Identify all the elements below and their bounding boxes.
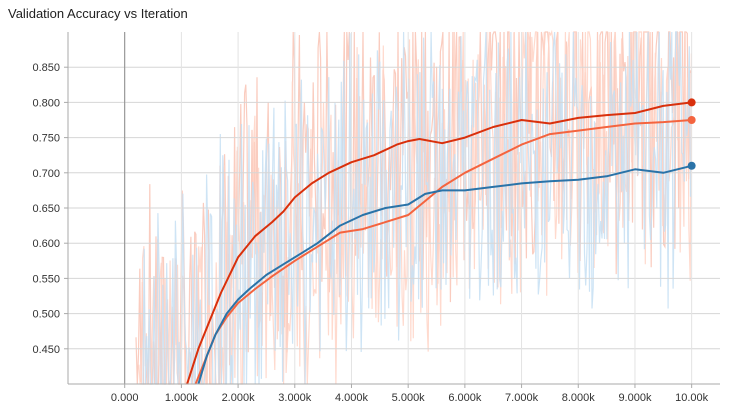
x-tick-label: 6.000k	[448, 392, 482, 404]
y-tick-label: 0.600	[32, 238, 60, 250]
series-end-marker-2	[687, 116, 696, 124]
series-line-1	[186, 101, 692, 385]
x-tick-label: 7.000k	[505, 392, 539, 404]
x-tick-label: 4.000k	[335, 392, 369, 404]
y-tick-label: 0.550	[32, 273, 60, 285]
x-tick-label: 9.000k	[618, 392, 652, 404]
series-line-2	[194, 119, 692, 385]
series-end-marker-3	[687, 161, 696, 170]
x-tick-label: 2.000k	[222, 392, 256, 404]
series-line-3	[197, 164, 692, 385]
chart-title: Validation Accuracy vs Iteration	[8, 6, 188, 21]
x-tick-label: 10.00k	[675, 392, 709, 404]
x-tick-label: 5.000k	[392, 392, 426, 404]
raw-series-3	[141, 31, 692, 385]
y-tick-label: 0.800	[32, 97, 60, 109]
series-end-marker-1	[687, 98, 696, 107]
raw-data-layer	[135, 29, 693, 385]
x-tick-label: 3.000k	[278, 392, 312, 404]
x-tick-label: 8.000k	[562, 392, 596, 404]
y-tick-label: 0.850	[32, 62, 60, 74]
y-tick-label: 0.500	[32, 309, 60, 321]
y-tick-label: 0.450	[32, 344, 60, 356]
x-tick-label: 0.000	[111, 392, 139, 404]
y-tick-label: 0.750	[32, 133, 60, 145]
y-tick-label: 0.650	[32, 203, 60, 215]
y-tick-label: 0.700	[32, 168, 60, 180]
series-layer	[186, 98, 696, 385]
axis-layer: 0.450 0.500 0.550 0.600 0.650 0.700 0.750 0.800…	[32, 32, 720, 404]
grid-layer	[68, 32, 720, 384]
x-tick-label: 1.000k	[165, 392, 199, 404]
